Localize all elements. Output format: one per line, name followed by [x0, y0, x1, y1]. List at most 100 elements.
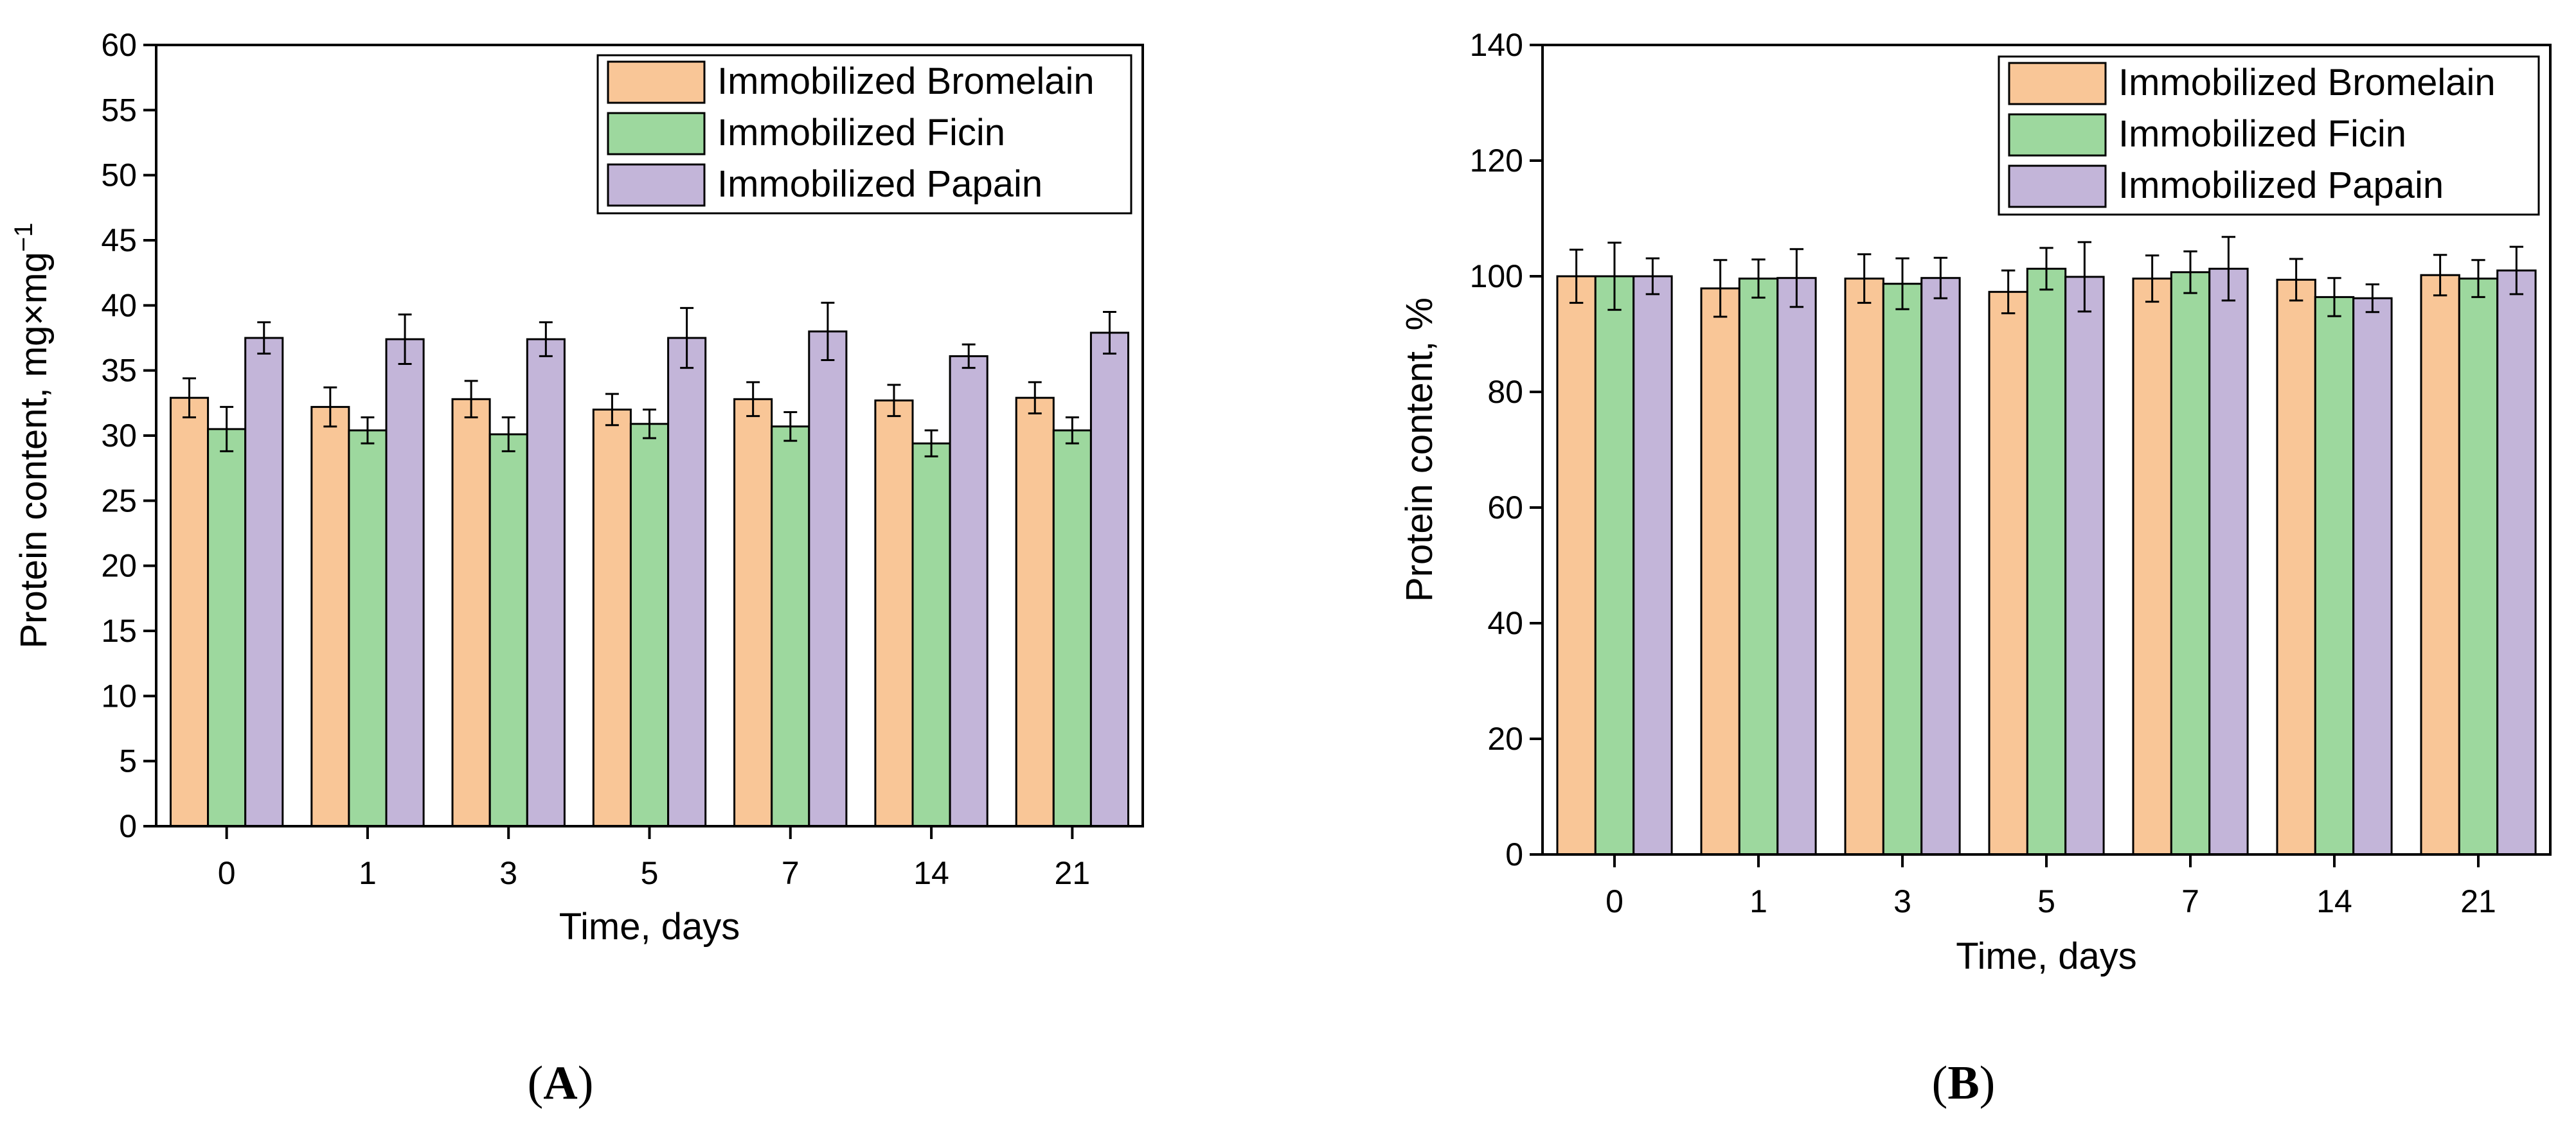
- bar-ficin-day-5: [629, 423, 670, 827]
- panel-label-a: (A): [528, 1057, 594, 1110]
- bar-bromelain-day-7: [733, 398, 773, 827]
- error-bar-bromelain-day-3: [1857, 253, 1872, 304]
- x-axis-label: Time, days: [1956, 935, 2136, 977]
- bar-papain-day-21: [1089, 332, 1130, 827]
- error-bar-bromelain-day-21: [1028, 381, 1042, 415]
- y-tick-label: 100: [1470, 258, 1523, 294]
- bar-papain-day-0: [1632, 275, 1673, 856]
- chart-panel-b: 0 20 40 60 80 100 120 140 0 1 3 5 7 14 21 Time, days Pro…: [1399, 27, 2552, 1110]
- legend-label-ficin: Immobilized Ficin: [2118, 113, 2406, 155]
- legend-swatch-bromelain: [607, 60, 706, 104]
- error-bar-papain-day-7: [2221, 236, 2236, 302]
- error-bar-papain-day-3: [1933, 256, 1948, 299]
- y-tick-label: 120: [1470, 143, 1523, 179]
- y-tick-label: 35: [101, 353, 137, 389]
- error-bar-papain-day-1: [398, 314, 412, 366]
- bar-bromelain-day-0: [170, 396, 210, 827]
- error-bar-papain-day-5: [680, 306, 694, 369]
- x-tick-label: 0: [1606, 883, 1623, 919]
- legend-swatch-bromelain: [2008, 62, 2107, 105]
- error-bar-ficin-day-1: [1751, 258, 1766, 299]
- y-tick-label: 140: [1470, 27, 1523, 63]
- bar-papain-day-1: [385, 338, 425, 827]
- legend-label-papain: Immobilized Papain: [2118, 164, 2444, 206]
- y-tick-label: 25: [101, 482, 137, 518]
- bar-ficin-day-21: [2458, 278, 2499, 856]
- legend-swatch-papain: [607, 163, 706, 207]
- error-bar-ficin-day-5: [643, 408, 656, 439]
- legend-swatch-ficin: [607, 112, 706, 155]
- error-bar-papain-day-21: [1103, 310, 1116, 355]
- bar-papain-day-7: [808, 330, 848, 827]
- bar-ficin-day-14: [911, 442, 951, 827]
- error-bar-papain-day-7: [821, 301, 835, 361]
- bar-ficin-day-0: [207, 428, 247, 827]
- legend: Immobilized Bromelain Immobilized Ficin Im…: [596, 54, 1132, 215]
- error-bar-papain-day-5: [2077, 241, 2092, 313]
- x-tick-label: 1: [1749, 883, 1767, 919]
- error-bar-bromelain-day-5: [2001, 269, 2016, 315]
- y-tick-label: 55: [101, 92, 137, 128]
- bar-papain-day-1: [1776, 277, 1817, 856]
- y-tick-label: 40: [101, 287, 137, 323]
- y-tick-label: 50: [101, 157, 137, 193]
- bar-papain-day-3: [526, 338, 566, 827]
- bar-ficin-day-3: [1882, 283, 1923, 856]
- x-tick-label: 3: [1893, 883, 1911, 919]
- error-bar-ficin-day-21: [2471, 259, 2485, 298]
- bar-papain-day-5: [2064, 276, 2105, 856]
- bar-ficin-day-1: [348, 429, 388, 827]
- x-tick-label: 21: [2460, 883, 2496, 919]
- bar-papain-day-14: [949, 355, 988, 827]
- legend-label-papain: Immobilized Papain: [717, 163, 1042, 205]
- y-axis-label: Protein content, %: [1399, 297, 1440, 602]
- error-bar-bromelain-day-0: [1569, 249, 1584, 304]
- error-bar-papain-day-3: [539, 321, 553, 357]
- x-tick-label: 14: [913, 855, 949, 891]
- error-bar-ficin-day-0: [220, 405, 234, 452]
- bar-ficin-day-7: [771, 425, 810, 827]
- y-tick-label: 60: [1487, 490, 1523, 526]
- y-tick-label: 15: [101, 613, 137, 649]
- legend-item-bromelain: Immobilized Bromelain: [2008, 62, 2496, 105]
- error-bar-papain-day-0: [257, 321, 271, 355]
- error-bar-ficin-day-14: [924, 429, 938, 457]
- x-axis-label: Time, days: [559, 906, 740, 948]
- legend: Immobilized Bromelain Immobilized Ficin Im…: [1998, 55, 2540, 216]
- legend-item-bromelain: Immobilized Bromelain: [607, 60, 1095, 104]
- bar-ficin-day-21: [1052, 429, 1092, 827]
- y-axis-label: Protein content, mg×mg−1: [10, 223, 55, 649]
- bar-bromelain-day-7: [2132, 278, 2172, 856]
- bar-bromelain-day-5: [1988, 290, 2028, 856]
- legend-swatch-ficin: [2008, 113, 2107, 157]
- error-bar-bromelain-day-7: [2145, 254, 2160, 303]
- error-bar-ficin-day-1: [361, 416, 375, 445]
- bar-ficin-day-3: [488, 433, 528, 827]
- bar-bromelain-day-1: [310, 405, 350, 827]
- y-tick-label: 80: [1487, 374, 1523, 410]
- error-bar-ficin-day-0: [1607, 242, 1622, 311]
- error-bar-ficin-day-7: [2183, 250, 2197, 294]
- bar-bromelain-day-5: [592, 409, 632, 827]
- error-bar-bromelain-day-14: [887, 384, 901, 418]
- bar-papain-day-0: [244, 337, 284, 827]
- bar-ficin-day-1: [1738, 278, 1779, 856]
- legend-swatch-papain: [2008, 164, 2107, 208]
- bar-bromelain-day-0: [1556, 275, 1597, 856]
- bar-papain-day-3: [1920, 277, 1961, 856]
- x-tick-label: 1: [359, 855, 377, 891]
- y-tick-label: 5: [119, 743, 137, 779]
- y-tick-label: 40: [1487, 605, 1523, 641]
- y-tick-label: 0: [119, 808, 137, 844]
- error-bar-papain-day-0: [1645, 257, 1660, 296]
- error-bar-ficin-day-14: [2327, 277, 2341, 317]
- bar-bromelain-day-21: [2420, 274, 2460, 856]
- y-tick-label: 20: [101, 548, 137, 584]
- y-tick-label: 10: [101, 678, 137, 714]
- y-tick-label: 45: [101, 222, 137, 258]
- error-bar-bromelain-day-21: [2433, 254, 2447, 297]
- error-bar-bromelain-day-14: [2289, 258, 2303, 302]
